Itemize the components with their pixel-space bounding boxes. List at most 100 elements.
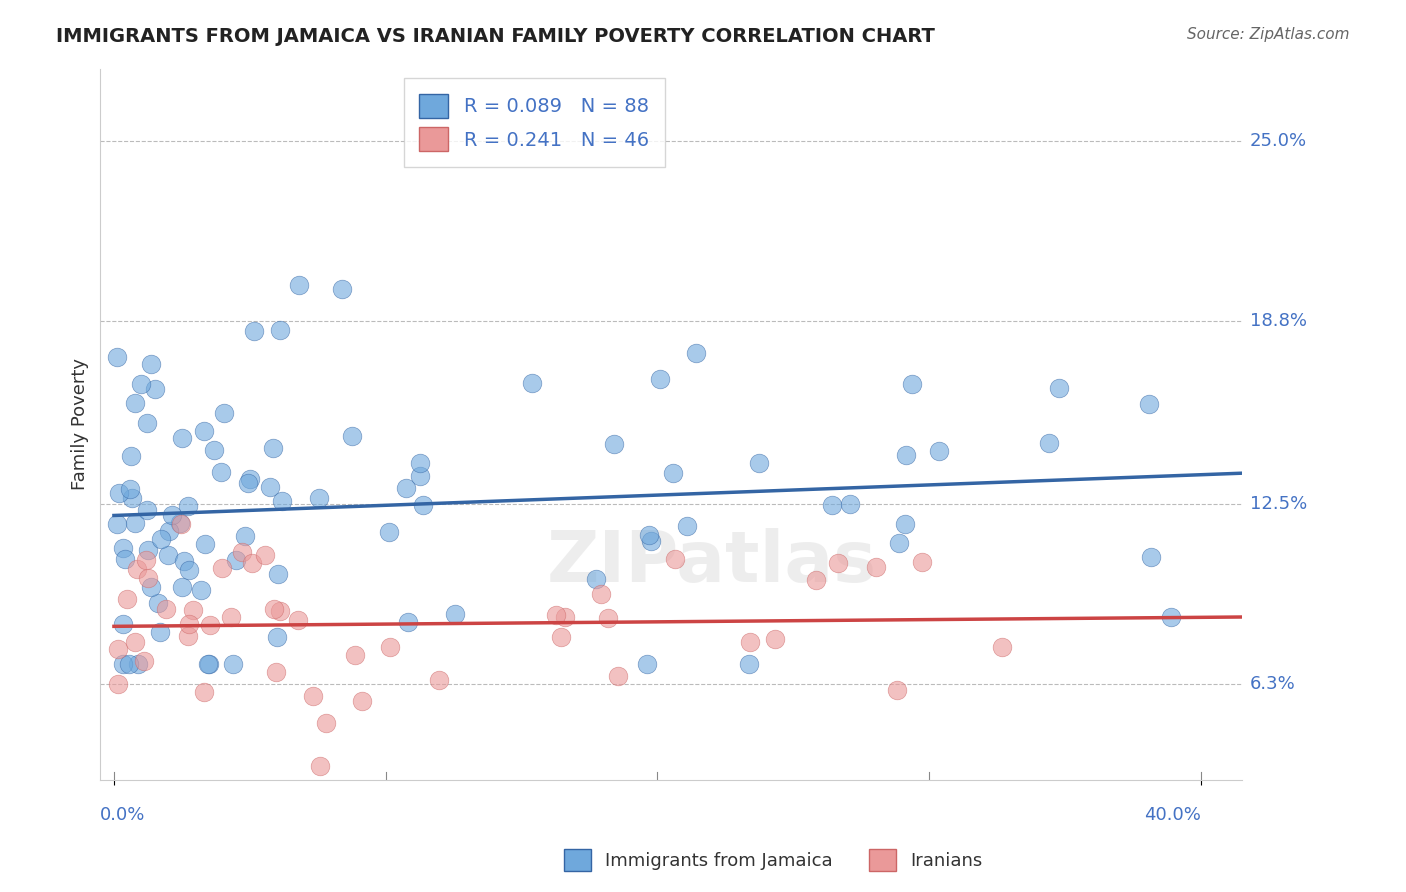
Point [287, 613, 309, 627]
Text: 25.0%: 25.0% [1250, 132, 1308, 150]
Point [120, 449, 142, 463]
Point [157, 548, 180, 562]
Point [640, 533, 662, 548]
Point [183, 603, 205, 617]
Text: 18.8%: 18.8% [1250, 312, 1306, 330]
Point [107, 642, 129, 657]
Point [148, 596, 170, 610]
Point [114, 552, 136, 566]
Point [157, 524, 180, 538]
Point [117, 657, 139, 671]
Point [127, 562, 149, 576]
Point [107, 677, 129, 691]
Point [409, 468, 432, 483]
Point [259, 480, 281, 494]
Point [173, 554, 195, 568]
Point [112, 616, 135, 631]
Point [135, 502, 157, 516]
Point [136, 543, 159, 558]
Point [821, 498, 844, 512]
Point [202, 443, 225, 458]
Point [1047, 381, 1070, 395]
Point [344, 648, 367, 662]
Point [124, 634, 146, 648]
Point [901, 377, 924, 392]
Point [648, 372, 671, 386]
Text: 12.5%: 12.5% [1250, 495, 1308, 513]
Point [209, 465, 232, 479]
Point [928, 443, 950, 458]
Point [200, 617, 222, 632]
Point [598, 611, 620, 625]
Point [212, 406, 235, 420]
Text: ZIPatlas: ZIPatlas [547, 528, 877, 597]
Point [301, 689, 323, 703]
Point [444, 607, 467, 621]
Point [738, 657, 761, 671]
Point [127, 657, 149, 671]
Point [591, 587, 613, 601]
Point [664, 552, 686, 566]
Point [804, 573, 827, 587]
Point [269, 604, 291, 618]
Point [193, 685, 215, 699]
Point [638, 528, 661, 542]
Point [911, 555, 934, 569]
Point [675, 518, 697, 533]
Point [1139, 549, 1161, 564]
Point [550, 630, 572, 644]
Point [894, 517, 917, 532]
Legend: R = 0.089   N = 88, R = 0.241   N = 46: R = 0.089 N = 88, R = 0.241 N = 46 [404, 78, 665, 167]
Point [748, 456, 770, 470]
Point [330, 282, 353, 296]
Point [179, 563, 201, 577]
Point [827, 557, 849, 571]
Point [544, 608, 567, 623]
Text: 6.3%: 6.3% [1250, 675, 1295, 693]
Point [685, 346, 707, 360]
Point [239, 472, 262, 486]
Point [254, 548, 277, 562]
Point [121, 491, 143, 505]
Point [155, 602, 177, 616]
Point [427, 673, 450, 687]
Text: 40.0%: 40.0% [1144, 806, 1201, 824]
Point [606, 669, 628, 683]
Point [266, 630, 288, 644]
Text: Source: ZipAtlas.com: Source: ZipAtlas.com [1187, 27, 1350, 42]
Point [219, 610, 242, 624]
Point [394, 481, 416, 495]
Point [211, 560, 233, 574]
Point [124, 516, 146, 530]
Point [233, 529, 256, 543]
Point [662, 466, 685, 480]
Point [309, 758, 332, 772]
Text: IMMIGRANTS FROM JAMAICA VS IRANIAN FAMILY POVERTY CORRELATION CHART: IMMIGRANTS FROM JAMAICA VS IRANIAN FAMIL… [56, 27, 935, 45]
Point [118, 482, 141, 496]
Point [160, 508, 183, 522]
Point [176, 629, 198, 643]
Point [839, 497, 862, 511]
Point [865, 560, 887, 574]
Point [177, 499, 200, 513]
Point [378, 640, 401, 654]
Point [340, 428, 363, 442]
Point [887, 535, 910, 549]
Point [197, 657, 219, 671]
Point [308, 491, 330, 505]
Y-axis label: Family Poverty: Family Poverty [72, 359, 89, 491]
Point [1160, 610, 1182, 624]
Point [135, 553, 157, 567]
Point [585, 573, 607, 587]
Point [169, 516, 191, 531]
Point [520, 376, 543, 390]
Point [105, 517, 128, 532]
Point [124, 396, 146, 410]
Point [270, 494, 292, 508]
Point [236, 476, 259, 491]
Point [269, 323, 291, 337]
Point [172, 580, 194, 594]
Point [1038, 436, 1060, 450]
Point [222, 657, 245, 671]
Point [225, 553, 247, 567]
